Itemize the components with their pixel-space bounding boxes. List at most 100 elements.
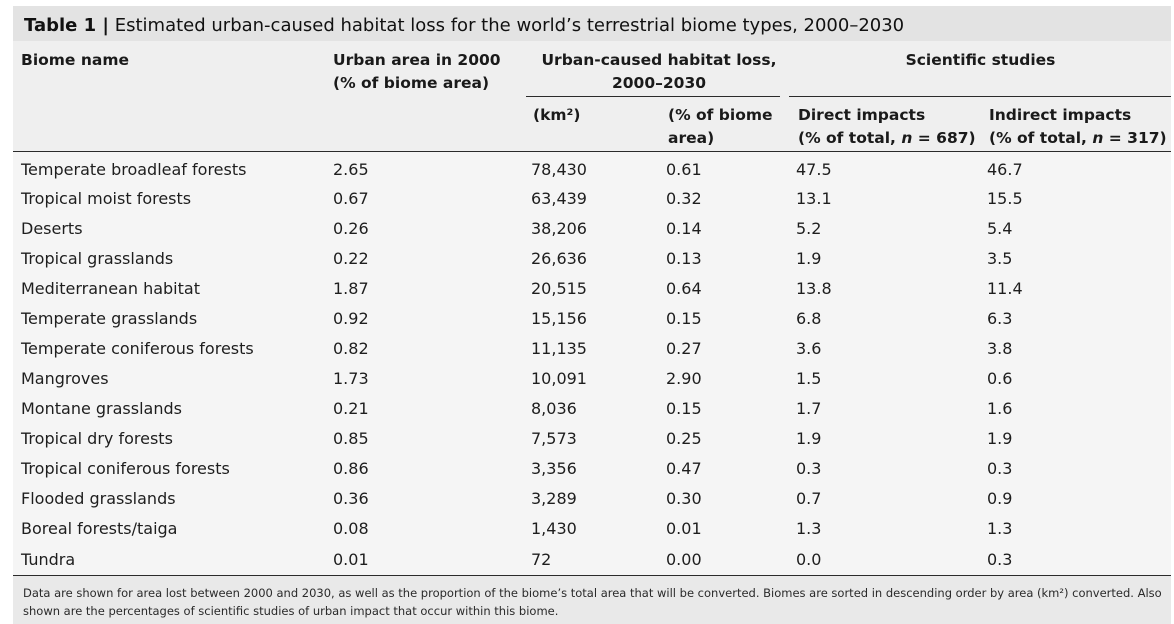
habitat-loss-km2-cell: 15,156 — [531, 309, 587, 328]
header-indirect-line1: Indirect impacts — [989, 106, 1132, 124]
table-caption: Estimated urban-caused habitat loss for … — [114, 15, 905, 36]
urban-area-cell: 2.65 — [333, 160, 369, 179]
header-direct-line1: Direct impacts — [798, 106, 926, 124]
indirect-impacts-cell: 0.6 — [987, 369, 1013, 388]
habitat-loss-km2-cell: 38,206 — [531, 219, 587, 238]
table-row: Flooded grasslands 0.36 3,289 0.30 0.7 0.9 — [13, 483, 1171, 513]
urban-area-cell: 0.85 — [333, 429, 369, 448]
urban-area-cell: 0.21 — [333, 399, 369, 418]
rule-scientific-studies-span — [789, 96, 1171, 97]
table-row: Tropical grasslands 0.22 26,636 0.13 1.9 3.5 — [13, 243, 1171, 273]
habitat-loss-km2-cell: 11,135 — [531, 339, 587, 358]
table-title-bar: Table 1 | Estimated urban-caused habitat… — [13, 6, 1171, 41]
habitat-loss-pct-cell: 0.15 — [666, 399, 702, 418]
table-row: Mediterranean habitat 1.87 20,515 0.64 13.8 1… — [13, 273, 1171, 303]
indirect-impacts-cell: 3.5 — [987, 249, 1013, 268]
direct-impacts-cell: 1.3 — [796, 519, 822, 538]
header-pct-line1: (% of biome — [668, 106, 773, 124]
habitat-loss-km2-cell: 3,356 — [531, 459, 577, 478]
header-indirect-suffix: = 317) — [1103, 129, 1167, 147]
habitat-loss-km2-cell: 10,091 — [531, 369, 587, 388]
header-indirect-n: n — [1092, 129, 1104, 147]
header-direct-prefix: (% of total, — [798, 129, 902, 147]
habitat-loss-pct-cell: 0.27 — [666, 339, 702, 358]
habitat-loss-km2-cell: 1,430 — [531, 519, 577, 538]
urban-area-cell: 0.67 — [333, 189, 369, 208]
habitat-loss-pct-cell: 0.00 — [666, 550, 702, 569]
indirect-impacts-cell: 0.9 — [987, 489, 1013, 508]
table-footnote: Data are shown for area lost between 200… — [13, 576, 1171, 624]
habitat-loss-pct-cell: 0.47 — [666, 459, 702, 478]
direct-impacts-cell: 0.0 — [796, 550, 822, 569]
indirect-impacts-cell: 6.3 — [987, 309, 1013, 328]
urban-area-cell: 1.73 — [333, 369, 369, 388]
habitat-loss-km2-cell: 3,289 — [531, 489, 577, 508]
header-habitat-loss-line1: Urban-caused habitat loss, — [541, 51, 777, 69]
biome-name-cell: Montane grasslands — [21, 399, 182, 418]
direct-impacts-cell: 6.8 — [796, 309, 822, 328]
header-urban-area-line1: Urban area in 2000 — [333, 51, 501, 69]
urban-area-cell: 0.86 — [333, 459, 369, 478]
indirect-impacts-cell: 1.6 — [987, 399, 1013, 418]
header-km2: (km²) — [533, 106, 581, 124]
table-row: Tundra 0.01 72 0.00 0.0 0.3 — [13, 544, 1171, 574]
table-row: Temperate coniferous forests 0.82 11,135 0.… — [13, 333, 1171, 363]
header-urban-area-line2: (% of biome area) — [333, 74, 490, 92]
habitat-loss-km2-cell: 8,036 — [531, 399, 577, 418]
indirect-impacts-cell: 0.3 — [987, 550, 1013, 569]
table-row: Boreal forests/taiga 0.08 1,430 0.01 1.3 1.3 — [13, 513, 1171, 543]
header-habitat-loss-line2: 2000–2030 — [611, 74, 707, 92]
direct-impacts-cell: 13.1 — [796, 189, 832, 208]
habitat-loss-pct-cell: 2.90 — [666, 369, 702, 388]
header-direct-n: n — [901, 129, 913, 147]
biome-name-cell: Tropical coniferous forests — [21, 459, 230, 478]
habitat-loss-pct-cell: 0.13 — [666, 249, 702, 268]
table-row: Temperate broadleaf forests 2.65 78,430 0.6… — [13, 154, 1171, 184]
habitat-loss-km2-cell: 72 — [531, 550, 552, 569]
urban-area-cell: 0.26 — [333, 219, 369, 238]
habitat-loss-km2-cell: 63,439 — [531, 189, 587, 208]
indirect-impacts-cell: 0.3 — [987, 459, 1013, 478]
biome-name-cell: Temperate grasslands — [21, 309, 198, 328]
urban-area-cell: 0.22 — [333, 249, 369, 268]
header-biome-name: Biome name — [21, 51, 129, 69]
table-row: Temperate grasslands 0.92 15,156 0.15 6.8 6.3 — [13, 303, 1171, 333]
urban-area-cell: 0.36 — [333, 489, 369, 508]
header-pct-biome-area: (% of biome area) — [668, 104, 773, 150]
indirect-impacts-cell: 3.8 — [987, 339, 1013, 358]
header-pct-line2: area) — [668, 129, 715, 147]
habitat-loss-pct-cell: 0.14 — [666, 219, 702, 238]
biome-name-cell: Temperate coniferous forests — [21, 339, 254, 358]
habitat-loss-pct-cell: 0.25 — [666, 429, 702, 448]
biome-name-cell: Boreal forests/taiga — [21, 519, 178, 538]
table-body: Temperate broadleaf forests 2.65 78,430 0.6… — [13, 152, 1171, 575]
indirect-impacts-cell: 1.3 — [987, 519, 1013, 538]
indirect-impacts-cell: 46.7 — [987, 160, 1023, 179]
table-row: Montane grasslands 0.21 8,036 0.15 1.7 1.6 — [13, 393, 1171, 423]
biome-name-cell: Mediterranean habitat — [21, 279, 200, 298]
direct-impacts-cell: 1.7 — [796, 399, 822, 418]
table-title: Table 1 | Estimated urban-caused habitat… — [24, 16, 904, 36]
header-scientific-studies: Scientific studies — [905, 51, 1056, 69]
table-row: Deserts 0.26 38,206 0.14 5.2 5.4 — [13, 213, 1171, 243]
habitat-loss-pct-cell: 0.15 — [666, 309, 702, 328]
urban-area-cell: 1.87 — [333, 279, 369, 298]
habitat-loss-km2-cell: 26,636 — [531, 249, 587, 268]
direct-impacts-cell: 47.5 — [796, 160, 832, 179]
direct-impacts-cell: 0.3 — [796, 459, 822, 478]
rule-header-bottom — [13, 151, 1171, 152]
header-urban-area: Urban area in 2000 (% of biome area) — [333, 49, 501, 95]
indirect-impacts-cell: 15.5 — [987, 189, 1023, 208]
table-figure: Table 1 | Estimated urban-caused habitat… — [3, 0, 1171, 624]
biome-name-cell: Flooded grasslands — [21, 489, 176, 508]
biome-name-cell: Deserts — [21, 219, 83, 238]
direct-impacts-cell: 1.9 — [796, 429, 822, 448]
header-direct-line2: (% of total, n = 687) — [798, 127, 976, 150]
direct-impacts-cell: 13.8 — [796, 279, 832, 298]
header-habitat-loss: Urban-caused habitat loss, 2000–2030 — [526, 49, 792, 95]
habitat-loss-pct-cell: 0.01 — [666, 519, 702, 538]
table-number: Table 1 | — [24, 15, 109, 36]
habitat-loss-km2-cell: 7,573 — [531, 429, 577, 448]
indirect-impacts-cell: 1.9 — [987, 429, 1013, 448]
direct-impacts-cell: 1.9 — [796, 249, 822, 268]
